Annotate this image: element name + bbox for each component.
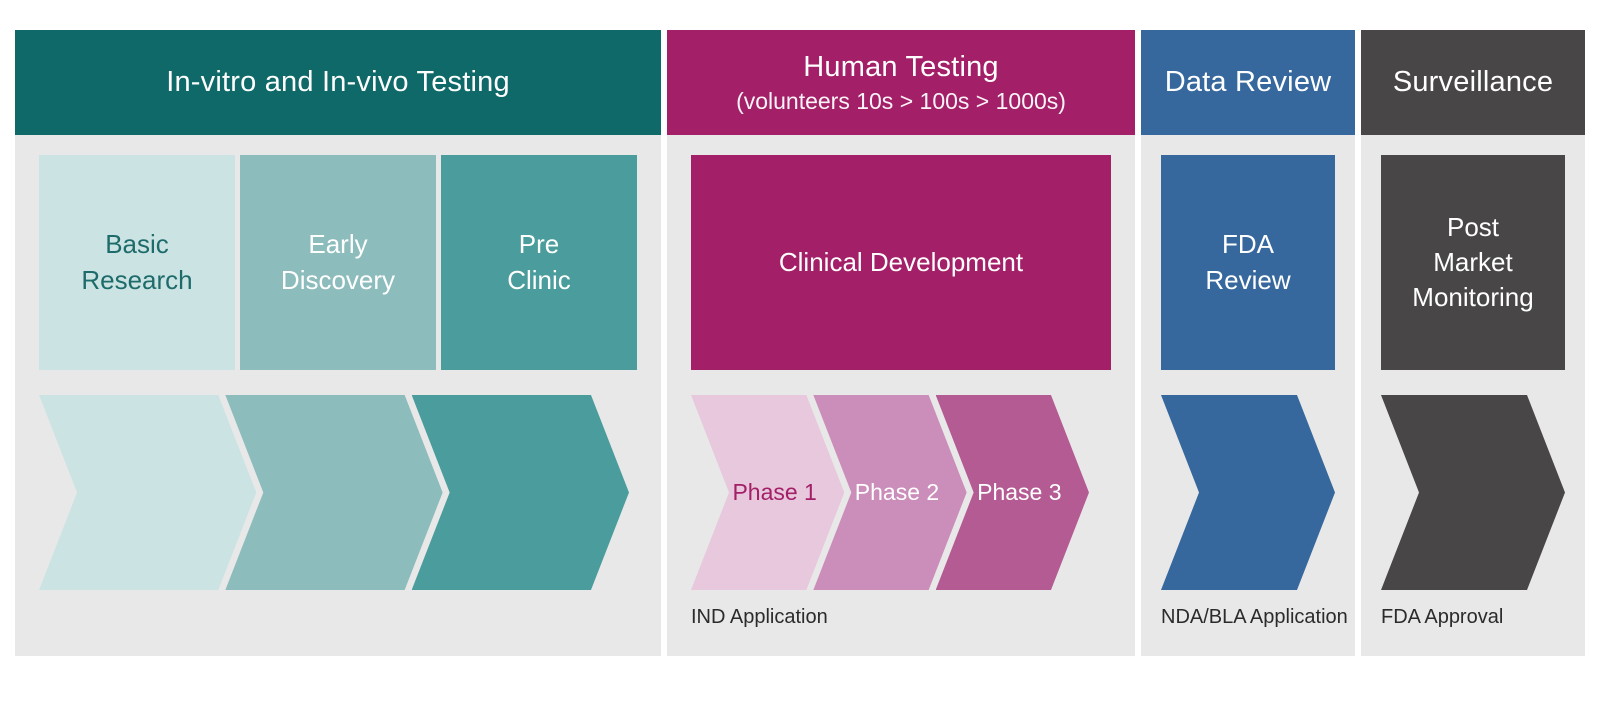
column-title: Data Review [1164, 66, 1332, 98]
stage-box-post-market-monitoring: Post Market Monitoring [1381, 155, 1565, 370]
column-invitro-invivo-testing: In-vitro and In-vivo Testing Basic Resea… [15, 30, 661, 656]
stage-box-early-discovery: Early Discovery [240, 155, 436, 370]
column-title: In-vitro and In-vivo Testing [166, 66, 510, 98]
column-surveillance: Surveillance Post Market Monitoring FDA … [1361, 30, 1585, 656]
stage-boxes: Clinical Development [667, 155, 1135, 370]
stage-boxes: FDA Review [1141, 155, 1355, 370]
column-data-review: Data Review FDA Review NDA/BLA Applicati… [1141, 30, 1355, 656]
nda-bla-application-label: NDA/BLA Application [1161, 606, 1348, 628]
stage-boxes: Post Market Monitoring [1361, 155, 1585, 370]
process-chevron-post-market-monitoring [1381, 395, 1565, 590]
column-header-human-testing: Human Testing (volunteers 10s > 100s > 1… [667, 30, 1135, 135]
stage-boxes: Basic Research Early Discovery Pre Clini… [15, 155, 661, 370]
stage-box-fda-review: FDA Review [1161, 155, 1335, 370]
column-title: Human Testing [803, 50, 999, 83]
column-footer-label [15, 606, 661, 632]
stage-box-pre-clinic: Pre Clinic [441, 155, 637, 370]
process-chevron-pre-clinic [412, 395, 629, 590]
column-header-invitro: In-vitro and In-vivo Testing [15, 30, 661, 135]
process-chevrons [1141, 395, 1355, 590]
column-human-testing: Human Testing (volunteers 10s > 100s > 1… [667, 30, 1135, 656]
column-title: Surveillance [1392, 66, 1554, 98]
stage-box-basic-research: Basic Research [39, 155, 235, 370]
column-subtitle: (volunteers 10s > 100s > 1000s) [736, 87, 1066, 114]
process-chevrons [1361, 395, 1585, 590]
fda-approval-label: FDA Approval [1381, 606, 1504, 628]
process-chevron-early-discovery [225, 395, 442, 590]
column-header-surveillance: Surveillance [1361, 30, 1585, 135]
stage-box-clinical-development: Clinical Development [691, 155, 1111, 370]
process-chevrons [15, 395, 661, 590]
process-chevron-phase-1: Phase 1 [691, 395, 844, 590]
ind-application-label: IND Application [691, 606, 828, 628]
process-chevron-basic-research [39, 395, 256, 590]
process-chevrons: Phase 1 Phase 2 Phase 3 [667, 395, 1135, 590]
column-header-data-review: Data Review [1141, 30, 1355, 135]
drug-development-pipeline-diagram: In-vitro and In-vivo Testing Basic Resea… [15, 30, 1585, 656]
process-chevron-fda-review [1161, 395, 1335, 590]
